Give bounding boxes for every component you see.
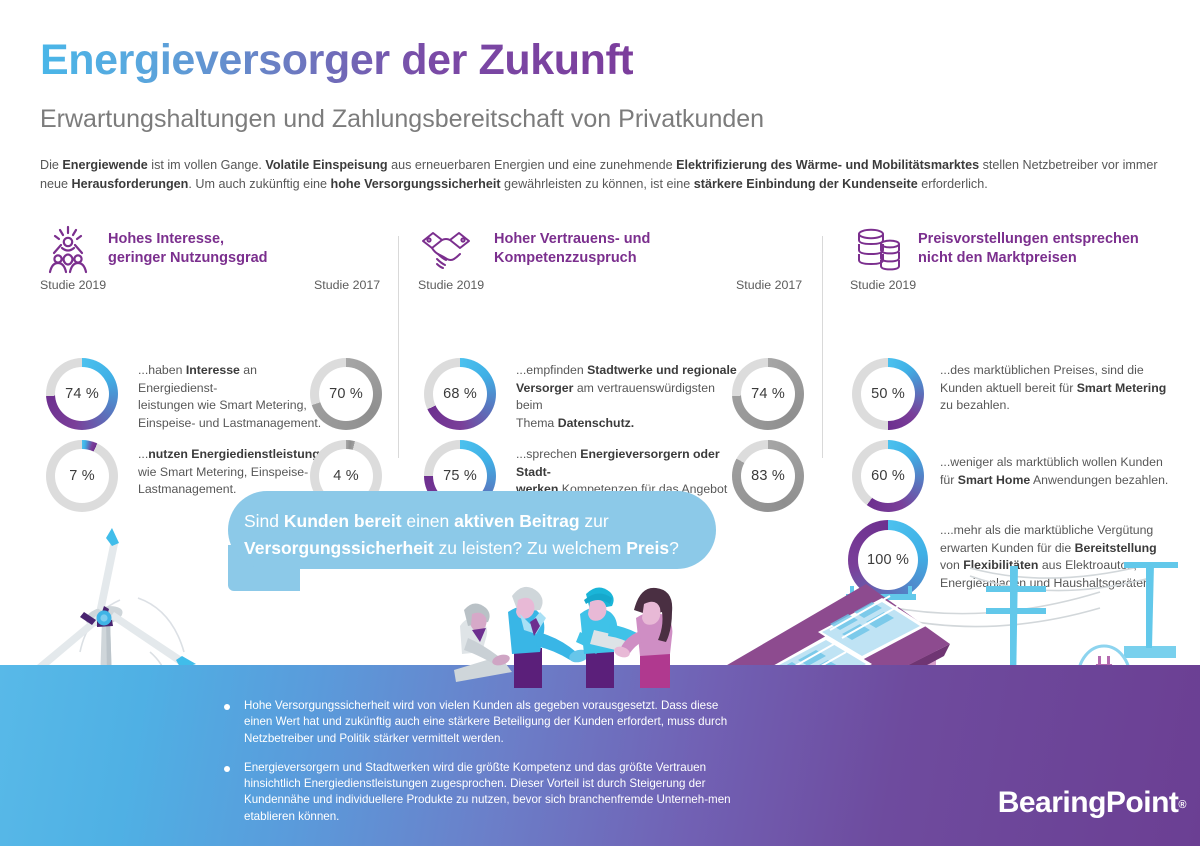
intro-paragraph: Die Energiewende ist im vollen Gange. Vo… (40, 158, 1158, 191)
donut-chart-2017: 70 % (310, 358, 382, 430)
section-header: Hohes Interesse, geringer Nutzungsgrad (40, 225, 392, 282)
donut-value: 74 % (65, 386, 99, 402)
donut-value: 83 % (751, 468, 785, 484)
column-trust: Hoher Vertrauens- und Kompetenzzuspruch … (414, 226, 814, 531)
column-divider-2 (822, 236, 823, 458)
people-celebrate-icon (40, 222, 96, 278)
stat-description: ...weniger als marktüblich wollen Kunden… (940, 455, 1169, 487)
study-label-2017: Studie 2017 (314, 278, 381, 292)
page-title: Energieversorger der Zukunft (40, 36, 634, 84)
bullet-dot-icon (224, 765, 230, 772)
donut-chart-2019: 7 % (46, 440, 118, 512)
bullet-dot-icon (224, 704, 230, 710)
stat-description: ...des marktüblichen Preises, sind die Ku… (940, 363, 1167, 412)
stat-description: ...empfinden Stadtwerke und regionale Ver… (516, 363, 737, 430)
section-title: Preisvorstellungen entsprechen nicht den… (918, 231, 1139, 266)
list-item-text: Hohe Versorgungssicherheit wird von viel… (244, 699, 728, 745)
donut-value: 74 % (751, 386, 785, 402)
donut-chart-2019: 68 % (424, 358, 496, 430)
speech-bubble (228, 491, 716, 569)
section-header: Hoher Vertrauens- und Kompetenzzuspruch (414, 226, 814, 282)
donut-chart-2019: 60 % (852, 440, 924, 512)
donut-value: 100 % (866, 552, 910, 568)
donut-chart-2019: 74 % (46, 358, 118, 430)
study-label-2019: Studie 2019 (418, 278, 485, 292)
donut-chart-2019: 100 % (848, 520, 928, 600)
donut-value: 7 % (69, 468, 95, 484)
section-title: Hohes Interesse, geringer Nutzungsgrad (108, 231, 268, 266)
logo-wordmark: BearingPoint (997, 786, 1179, 819)
registered-mark: ® (1178, 799, 1186, 811)
people-group-illustration (454, 586, 673, 688)
list-item: Hohe Versorgungssicherheit wird von viel… (222, 698, 742, 747)
donut-value: 60 % (871, 468, 905, 484)
list-item: Energieversorgern und Stadtwerken wird d… (222, 760, 742, 825)
donut-chart-2019: 50 % (852, 358, 924, 430)
donut-value: 50 % (871, 386, 905, 402)
study-label-2019: Studie 2019 (40, 278, 107, 292)
column-interest: Hohes Interesse, geringer Nutzungsgrad S… (40, 225, 392, 512)
donut-chart-2017: 74 % (732, 358, 804, 430)
key-takeaways-list: Hohe Versorgungssicherheit wird von viel… (222, 698, 742, 838)
section-title: Hoher Vertrauens- und Kompetenzzuspruch (494, 231, 651, 266)
study-label-2017: Studie 2017 (736, 278, 803, 292)
study-label-2019: Studie 2019 (850, 278, 917, 292)
donut-value: 75 % (443, 468, 477, 484)
section-header: Preisvorstellungen entsprechen nicht den… (840, 226, 1180, 282)
speech-bubble-text: Sind Kunden bereit einen aktiven Beitrag… (244, 511, 679, 558)
stat-description: ...haben Interesse an Energiedienst-leis… (138, 363, 322, 430)
column-pricing: Preisvorstellungen entsprechen nicht den… (840, 226, 1180, 600)
donut-chart-2017: 83 % (732, 440, 804, 512)
coin-stacks-icon (850, 222, 906, 278)
page-subtitle: Erwartungshaltungen und Zahlungsbereitsc… (40, 105, 765, 133)
list-item-text: Energieversorgern und Stadtwerken wird d… (244, 760, 731, 823)
handshake-icon (418, 222, 474, 278)
column-divider-1 (398, 236, 399, 458)
donut-value: 4 % (333, 468, 359, 484)
bottom-gradient-band (0, 665, 1200, 846)
bearingpoint-logo: BearingPoint® (997, 786, 1187, 820)
donut-value: 70 % (329, 386, 363, 402)
donut-value: 68 % (443, 386, 477, 402)
stat-description: ...nutzen Energiedienstleistungen wie Sma… (138, 447, 335, 496)
